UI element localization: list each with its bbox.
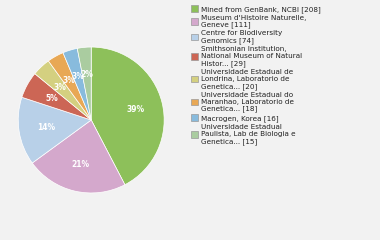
Wedge shape	[48, 53, 91, 120]
Text: 2%: 2%	[81, 71, 93, 79]
Wedge shape	[18, 97, 91, 163]
Wedge shape	[91, 47, 164, 185]
Wedge shape	[63, 48, 91, 120]
Wedge shape	[22, 74, 91, 120]
Text: 3%: 3%	[54, 83, 66, 91]
Text: 3%: 3%	[63, 76, 76, 85]
Text: 21%: 21%	[72, 160, 90, 168]
Wedge shape	[35, 61, 91, 120]
Text: 5%: 5%	[45, 94, 58, 103]
Legend: Mined from GenBank, NCBI [208], Museum d'Histoire Naturelle,
Geneve [111], Centr: Mined from GenBank, NCBI [208], Museum d…	[190, 4, 323, 146]
Text: 39%: 39%	[126, 105, 144, 114]
Text: 3%: 3%	[72, 72, 84, 81]
Wedge shape	[32, 120, 125, 193]
Wedge shape	[77, 47, 91, 120]
Text: 14%: 14%	[38, 123, 55, 132]
